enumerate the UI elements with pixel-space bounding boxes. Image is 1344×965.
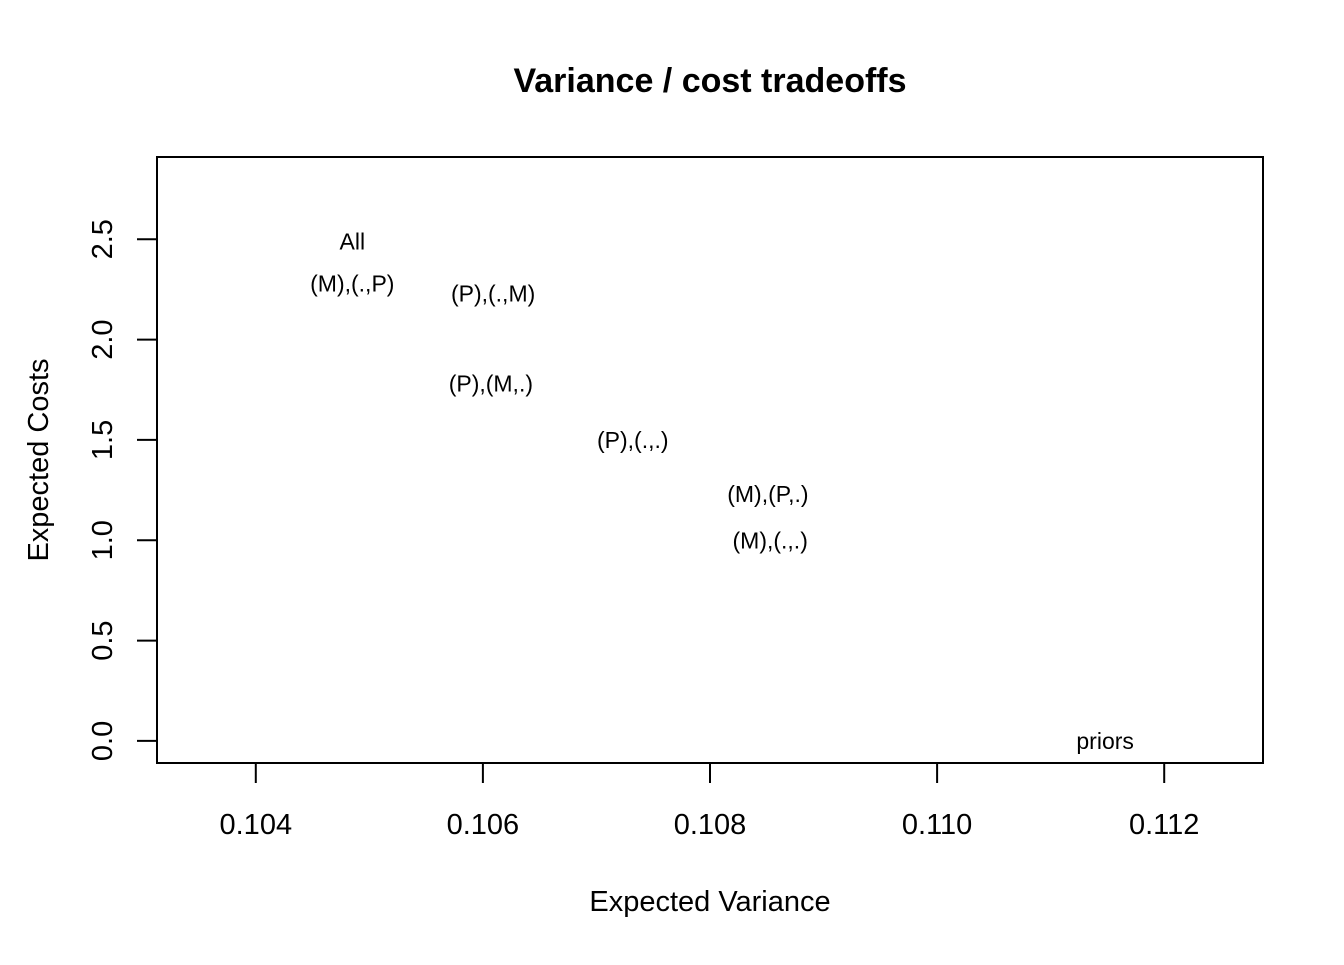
y-tick-label: 2.5 [87,219,119,259]
y-tick-label: 0.5 [87,620,119,660]
x-tick-label: 0.110 [902,809,972,841]
y-axis: 0.0 0.5 1.0 1.5 2.0 2.5 [87,219,158,761]
x-tick-label: 0.104 [220,809,293,841]
point-label: (P),(.,.) [597,427,669,453]
point-label: All [340,228,366,254]
x-tick-label: 0.108 [674,809,747,841]
x-tick-label: 0.106 [447,809,520,841]
point-label: (P),(M,.) [449,371,533,397]
point-label: (M),(.,.) [733,527,808,553]
y-axis-title: Expected Costs [23,358,55,561]
point-labels: All (M),(.,P) (P),(.,M) (P),(M,.) (P),(.,.) (… [310,228,1134,754]
y-tick-label: 1.5 [87,420,119,460]
point-label: (M),(.,P) [310,270,394,296]
point-label: priors [1076,728,1134,754]
x-tick-label: 0.112 [1129,809,1199,841]
chart-title: Variance / cost tradeoffs [513,62,906,100]
plot-frame [156,156,1264,764]
x-axis-title: Expected Variance [589,886,830,918]
y-tick-label: 1.0 [87,520,119,560]
point-label: (M),(P,.) [727,481,808,507]
y-tick-label: 2.0 [87,319,119,359]
point-label: (P),(.,M) [451,280,535,306]
x-axis: 0.104 0.106 0.108 0.110 0.112 [220,762,1199,841]
y-tick-label: 0.0 [87,721,119,761]
